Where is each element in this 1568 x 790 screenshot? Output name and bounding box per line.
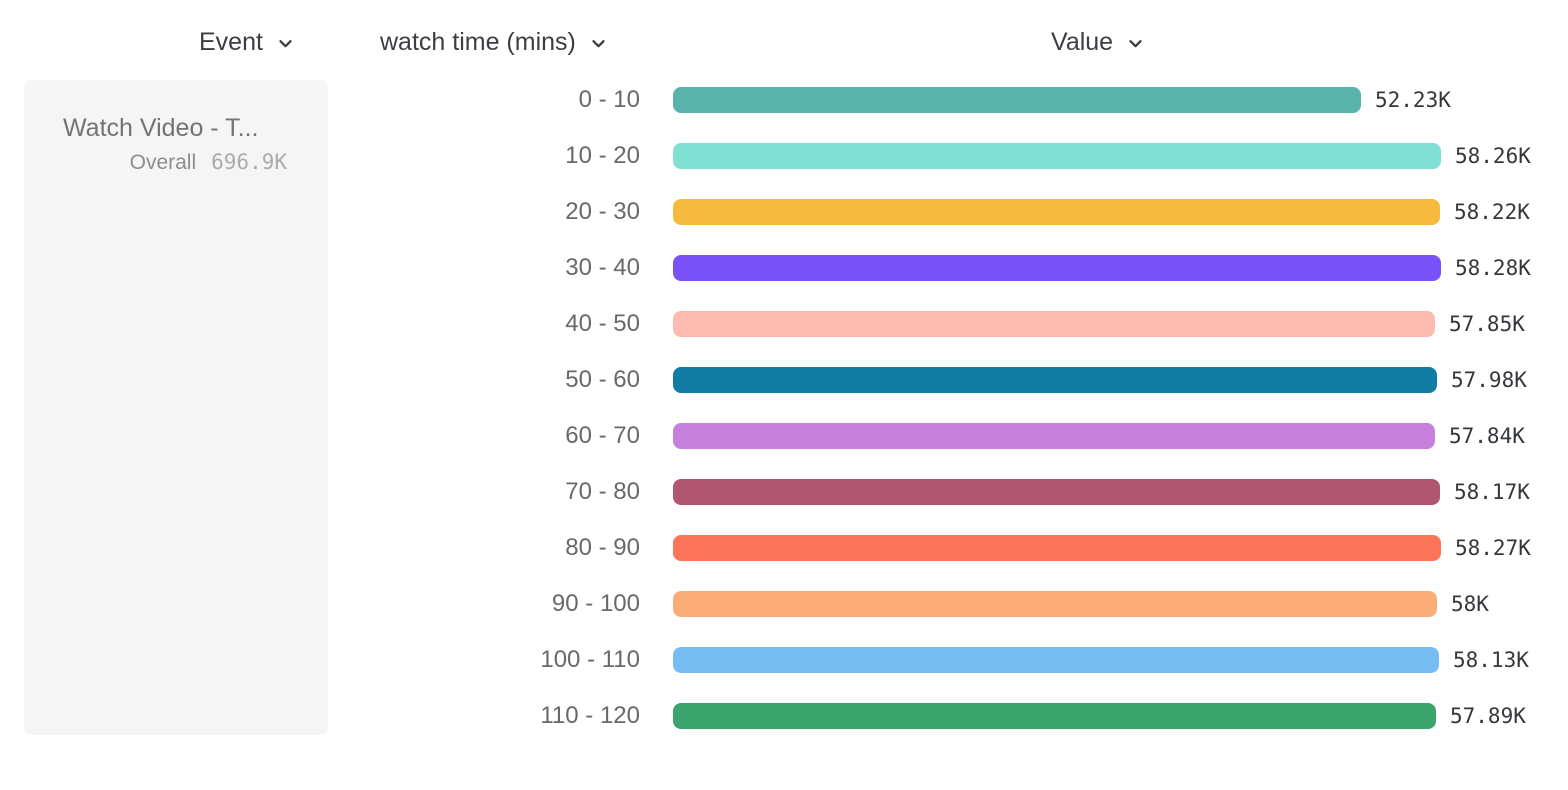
event-column-header[interactable]: Event [199,26,295,58]
bar-category-label: 20 - 30 [565,198,640,225]
bar-value-label: 58.27K [1455,536,1531,560]
overall-label: Overall [129,151,197,174]
bar[interactable] [673,311,1435,337]
bar[interactable] [673,367,1437,393]
bar[interactable] [673,199,1440,225]
value-column-label: Value [1051,27,1114,56]
bar-category-label: 30 - 40 [565,254,640,281]
bar[interactable] [673,591,1437,617]
bar[interactable] [673,423,1435,449]
bar-value-label: 58K [1451,592,1489,616]
bar-value-label: 52.23K [1375,88,1451,112]
bar-row: 0 - 10 52.23K [0,72,1568,128]
bar-category-label: 0 - 10 [578,86,640,113]
bar[interactable] [673,535,1441,561]
bar-row: 20 - 30 58.22K [0,184,1568,240]
bar-row: 110 - 120 57.89K [0,688,1568,744]
bar-row: 40 - 50 57.85K [0,296,1568,352]
bar-row: 50 - 60 57.98K [0,352,1568,408]
bar-chart-rows: 0 - 10 52.23K 10 - 20 58.26K 20 - 30 58.22K 30… [0,72,1568,744]
bar[interactable] [673,255,1441,281]
chevron-down-icon [1126,34,1145,53]
chevron-down-icon [589,34,608,53]
bar-value-label: 57.85K [1449,312,1525,336]
overall-row: Overall 696.9K [24,150,328,175]
event-column-label: Event [199,27,263,56]
breakdown-column-label: watch time (mins) [380,27,576,56]
bar-row: 90 - 100 58K [0,576,1568,632]
bar-category-label: 100 - 110 [540,646,640,673]
bar-row: 80 - 90 58.27K [0,520,1568,576]
bar-category-label: 40 - 50 [565,310,640,337]
bar[interactable] [673,703,1436,729]
bar-row: 30 - 40 58.28K [0,240,1568,296]
bar-category-label: 90 - 100 [551,590,640,617]
bar-value-label: 58.13K [1453,648,1529,672]
bar-category-label: 60 - 70 [565,422,640,449]
bar[interactable] [673,87,1361,113]
bar-value-label: 58.22K [1454,200,1530,224]
bar-category-label: 110 - 120 [540,702,640,729]
bar-category-label: 10 - 20 [565,142,640,169]
bar-value-label: 58.28K [1455,256,1531,280]
bar-value-label: 57.84K [1449,424,1525,448]
chevron-down-icon [276,34,295,53]
event-name: Watch Video - T... [63,114,259,142]
bar-value-label: 58.17K [1454,480,1530,504]
bar[interactable] [673,479,1440,505]
bar-row: 10 - 20 58.26K [0,128,1568,184]
bar-category-label: 80 - 90 [565,534,640,561]
bar-row: 100 - 110 58.13K [0,632,1568,688]
bar-category-label: 70 - 80 [565,478,640,505]
bar-row: 60 - 70 57.84K [0,408,1568,464]
bar[interactable] [673,647,1439,673]
breakdown-column-header[interactable]: watch time (mins) [380,26,608,58]
bar-value-label: 57.98K [1451,368,1527,392]
value-column-header[interactable]: Value [1051,26,1145,58]
bar-value-label: 58.26K [1455,144,1531,168]
bar-category-label: 50 - 60 [565,366,640,393]
event-card[interactable]: Watch Video - T... Overall 696.9K [24,80,328,735]
bar-value-label: 57.89K [1450,704,1526,728]
overall-value: 696.9K [211,150,287,174]
bar-row: 70 - 80 58.17K [0,464,1568,520]
bar[interactable] [673,143,1441,169]
